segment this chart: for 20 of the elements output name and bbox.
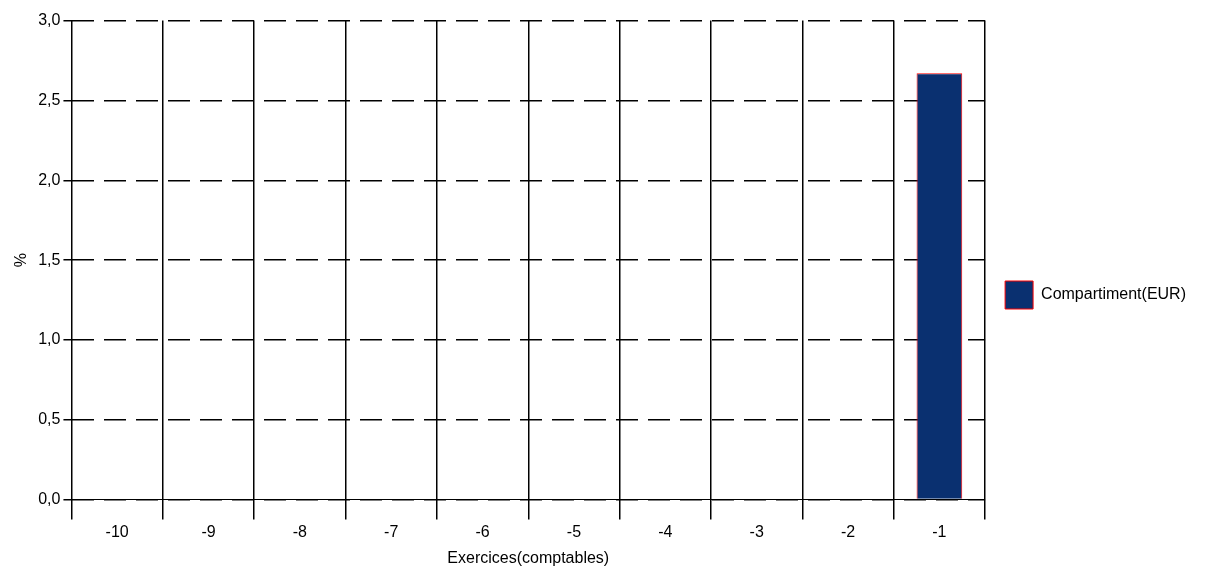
y-tick-label: 3,0 (38, 11, 61, 29)
y-tick-label: 2,0 (38, 170, 61, 188)
x-tick-label: -1 (932, 522, 947, 540)
y-tick-label: 1,0 (38, 330, 61, 348)
y-axis-title: % (12, 252, 30, 268)
x-tick-label: -9 (201, 522, 216, 540)
x-tick-label: -10 (105, 522, 129, 540)
x-tick-label: -2 (840, 522, 856, 540)
x-tick-label: -8 (292, 522, 308, 540)
y-tick-label: 0,0 (38, 490, 61, 508)
x-tick-label: -6 (475, 522, 490, 540)
y-tick-label: 0,5 (38, 410, 61, 428)
x-tick-label: -4 (658, 522, 673, 540)
x-tick-label: -3 (749, 522, 764, 540)
y-tick-label: 2,5 (38, 90, 61, 108)
y-tick-label: 1,5 (38, 250, 61, 268)
x-tick-label: -7 (384, 522, 399, 540)
legend-label: Compartiment(EUR) (1041, 285, 1187, 303)
x-axis-title: Exercices(comptables) (447, 548, 610, 566)
x-tick-label: -5 (566, 522, 582, 540)
